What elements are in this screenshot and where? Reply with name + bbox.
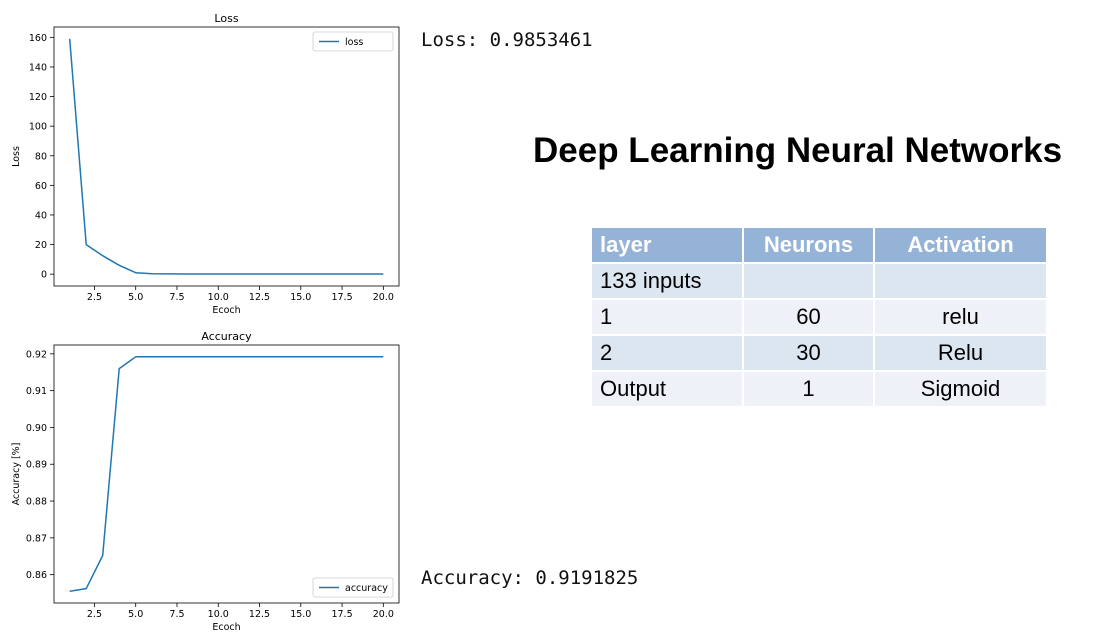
cell-layer: 1 <box>590 298 744 336</box>
accuracy-x-tick-label: 7.5 <box>169 609 184 620</box>
loss-y-tick-label: 20 <box>35 240 47 251</box>
loss-y-tick-label: 140 <box>29 62 47 73</box>
table-row: 1 60 relu <box>590 298 1048 336</box>
loss-y-tick-label: 60 <box>35 181 47 192</box>
column-header-layer: layer <box>590 226 744 264</box>
loss-y-tick-label: 100 <box>29 122 47 133</box>
accuracy-x-tick-label: 20.0 <box>373 609 394 620</box>
cell-activation: Relu <box>873 334 1048 372</box>
accuracy-x-tick-label: 10.0 <box>208 609 229 620</box>
loss-value-text: Loss: 0.9853461 <box>421 29 593 51</box>
loss-plot-frame <box>53 26 400 287</box>
cell-layer: Output <box>590 370 744 408</box>
cell-neurons <box>742 262 875 300</box>
loss-x-tick-label: 5.0 <box>128 292 143 303</box>
accuracy-x-tick-label: 5.0 <box>128 609 143 620</box>
accuracy-x-axis-label: Ecoch <box>212 622 240 633</box>
loss-legend-box <box>312 31 394 52</box>
column-header-activation: Activation <box>873 226 1048 264</box>
accuracy-y-tick-label: 0.92 <box>26 349 47 360</box>
accuracy-x-tick-label: 15.0 <box>290 609 311 620</box>
cell-layer: 2 <box>590 334 744 372</box>
charts-area: Loss 2.5 5.0 7.5 10.0 12.5 15.0 17.5 20.0 0 20 40 60… <box>11 12 400 633</box>
accuracy-legend-label: accuracy <box>345 583 388 594</box>
loss-y-tick-label: 40 <box>35 210 47 221</box>
cell-neurons: 60 <box>742 298 875 336</box>
table-row: 2 30 Relu <box>590 334 1048 372</box>
table-header-row: layer Neurons Activation <box>590 226 1048 264</box>
loss-chart-title: Loss <box>214 12 238 25</box>
accuracy-y-tick-label: 0.86 <box>26 570 47 581</box>
loss-x-tick-label: 20.0 <box>373 292 394 303</box>
loss-y-tick-label: 120 <box>29 92 47 103</box>
loss-x-tick-label: 12.5 <box>249 292 270 303</box>
accuracy-y-axis-label: Accuracy [%] <box>11 443 22 506</box>
loss-y-axis-label: Loss <box>11 146 22 167</box>
accuracy-y-tick-label: 0.89 <box>26 460 47 471</box>
page-title: Deep Learning Neural Networks <box>533 131 1063 170</box>
loss-y-tick-label: 0 <box>41 270 47 281</box>
loss-x-tick-label: 10.0 <box>208 292 229 303</box>
loss-x-tick-label: 15.0 <box>290 292 311 303</box>
accuracy-y-tick-label: 0.88 <box>26 497 47 508</box>
column-header-neurons: Neurons <box>742 226 875 264</box>
loss-y-tick-label: 80 <box>35 151 47 162</box>
accuracy-y-tick-label: 0.90 <box>26 423 47 434</box>
table-row: 133 inputs <box>590 262 1048 300</box>
cell-activation: relu <box>873 298 1048 336</box>
cell-activation: Sigmoid <box>873 370 1048 408</box>
accuracy-legend-box <box>312 577 394 598</box>
accuracy-value-text: Accuracy: 0.9191825 <box>421 567 639 589</box>
accuracy-series-line <box>69 356 384 592</box>
cell-activation <box>873 262 1048 300</box>
loss-x-axis-label: Ecoch <box>212 305 240 316</box>
cell-layer: 133 inputs <box>590 262 744 300</box>
accuracy-y-tick-label: 0.91 <box>26 386 47 397</box>
accuracy-x-tick-label: 12.5 <box>249 609 270 620</box>
loss-legend-label: loss <box>345 37 363 48</box>
accuracy-plot-frame <box>53 344 400 604</box>
accuracy-x-tick-label: 17.5 <box>331 609 352 620</box>
layers-table: layer Neurons Activation 133 inputs 1 60… <box>590 226 1048 408</box>
loss-x-tick-label: 2.5 <box>87 292 102 303</box>
accuracy-y-tick-label: 0.87 <box>26 533 47 544</box>
loss-x-tick-label: 17.5 <box>331 292 352 303</box>
loss-y-tick-label: 160 <box>29 33 47 44</box>
loss-x-tick-label: 7.5 <box>169 292 184 303</box>
table-row: Output 1 Sigmoid <box>590 370 1048 408</box>
accuracy-chart-title: Accuracy <box>201 330 252 343</box>
cell-neurons: 30 <box>742 334 875 372</box>
cell-neurons: 1 <box>742 370 875 408</box>
accuracy-x-tick-label: 2.5 <box>87 609 102 620</box>
loss-series-line <box>68 38 384 275</box>
